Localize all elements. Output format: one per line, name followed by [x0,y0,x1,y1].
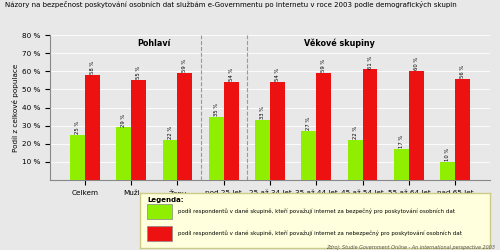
Bar [162,140,178,180]
Bar [209,116,224,180]
Text: podíl respondentů v dané skupině, kteří považují internet za bezpečný pro poskyt: podíl respondentů v dané skupině, kteří … [178,208,456,214]
Text: 55 %: 55 % [136,66,141,80]
Text: 25 %: 25 % [75,120,80,134]
Text: 56 %: 56 % [460,64,465,78]
Bar [440,162,455,180]
Text: 59 %: 59 % [182,59,188,72]
Text: Věkové skupiny: Věkové skupiny [304,38,375,48]
Text: 59 %: 59 % [321,59,326,72]
Text: 61 %: 61 % [368,55,372,68]
Bar [409,71,424,180]
Text: 22 %: 22 % [168,126,172,139]
Bar [147,226,172,241]
Text: 17 %: 17 % [399,135,404,148]
Text: 58 %: 58 % [90,61,94,74]
Text: 10 %: 10 % [446,148,450,161]
Bar [270,82,285,180]
Bar [394,149,409,180]
Bar [131,80,146,180]
Bar [224,82,238,180]
Bar [255,120,270,180]
Y-axis label: Podíl z celkové populace: Podíl z celkové populace [12,63,19,152]
Text: 22 %: 22 % [352,126,358,139]
Bar [362,70,378,180]
Text: 60 %: 60 % [414,57,419,70]
Text: 54 %: 54 % [275,68,280,81]
Bar [348,140,362,180]
Bar [116,128,131,180]
Bar [302,131,316,180]
Bar [316,73,331,180]
Text: podíl respondentů v dané skupině, kteří považují internet za nebezpečný pro posk: podíl respondentů v dané skupině, kteří … [178,230,463,236]
Text: 29 %: 29 % [121,113,126,126]
Bar [455,78,470,180]
Text: 35 %: 35 % [214,102,219,116]
Bar [178,73,192,180]
Text: 27 %: 27 % [306,117,312,130]
Text: Zdroj: Studie Government Online - An international perspective 2003: Zdroj: Studie Government Online - An int… [326,244,495,250]
Text: 54 %: 54 % [228,68,234,81]
Bar [147,204,172,219]
Bar [70,135,85,180]
Text: Legenda:: Legenda: [147,197,184,203]
Text: Názory na bezpečnost poskytování osobních dat službám e-Governmentu po internetu: Názory na bezpečnost poskytování osobníc… [5,1,457,8]
Bar [85,75,100,180]
Text: Pohlaví: Pohlaví [138,38,171,48]
Text: 33 %: 33 % [260,106,265,119]
